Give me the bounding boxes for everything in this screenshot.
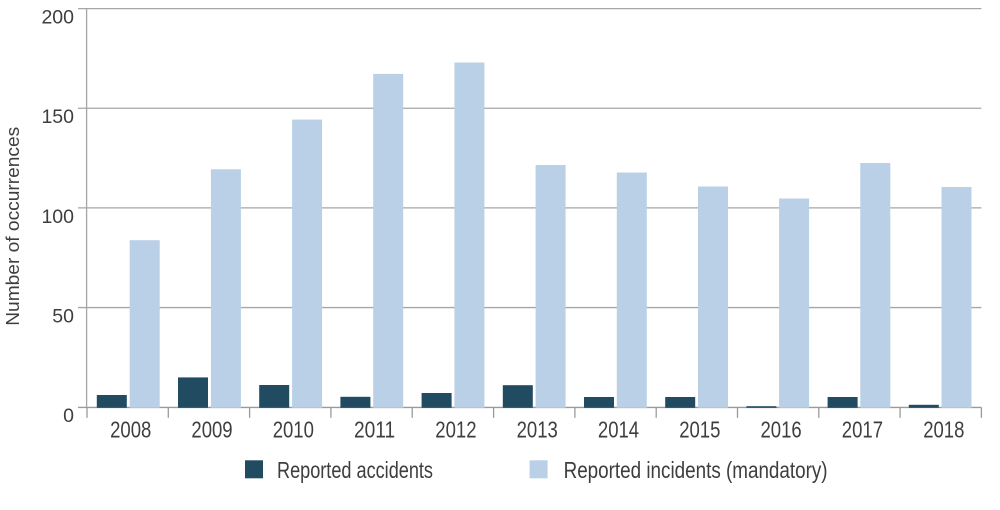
svg-text:150: 150 — [41, 106, 74, 128]
svg-text:Reported accidents: Reported accidents — [277, 457, 433, 483]
svg-text:2012: 2012 — [435, 417, 476, 443]
svg-text:2009: 2009 — [191, 417, 232, 443]
svg-text:2018: 2018 — [923, 417, 964, 443]
svg-text:2011: 2011 — [354, 417, 395, 443]
svg-text:2016: 2016 — [761, 417, 802, 443]
svg-text:2010: 2010 — [273, 417, 314, 443]
svg-text:0: 0 — [63, 405, 74, 427]
svg-text:2008: 2008 — [110, 417, 151, 443]
svg-text:100: 100 — [41, 206, 74, 228]
svg-text:200: 200 — [41, 7, 74, 29]
svg-text:2017: 2017 — [842, 417, 883, 443]
svg-text:2014: 2014 — [598, 417, 639, 443]
svg-text:50: 50 — [52, 306, 74, 328]
svg-text:2013: 2013 — [517, 417, 558, 443]
svg-text:Number of occurrences: Number of occurrences — [3, 127, 23, 326]
svg-text:Reported incidents (mandatory): Reported incidents (mandatory) — [564, 457, 828, 483]
svg-text:2015: 2015 — [679, 417, 720, 443]
